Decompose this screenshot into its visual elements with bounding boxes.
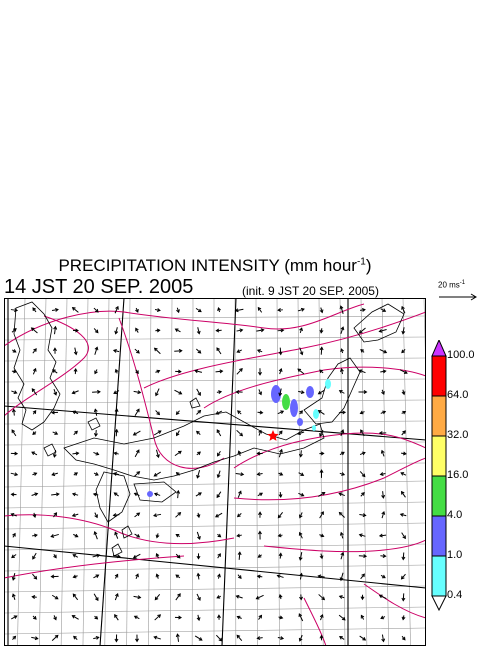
colorbar-label-6: 0.4 — [447, 589, 463, 601]
precip-cell-6 — [297, 418, 303, 426]
precip-cell-4 — [325, 379, 331, 389]
precip-cell-7 — [312, 425, 316, 431]
title-unit-exponent: -1 — [356, 256, 366, 268]
pressure-contours — [4, 303, 426, 646]
colorbar-over-triangle — [431, 340, 447, 357]
colorbar-label-5: 1.0 — [447, 549, 463, 561]
precip-cell-2 — [290, 399, 298, 417]
colorbar-segment-1 — [431, 395, 447, 437]
vector-reference-unit: -1 — [459, 280, 466, 286]
colorbar-label-0: 100.0 — [447, 349, 475, 361]
vector-reference-value: 20 ms — [438, 280, 460, 290]
precipitation-map — [4, 298, 426, 646]
colorbar-segment-2 — [431, 435, 447, 477]
location-marker — [267, 430, 279, 441]
coastlines — [13, 301, 405, 557]
precip-cell-5 — [313, 409, 319, 419]
colorbar-label-2: 32.0 — [447, 429, 469, 441]
title-text: PRECIPITATION INTENSITY (mm hour — [58, 256, 357, 275]
colorbar-label-1: 64.0 — [447, 389, 469, 401]
colorbar-segment-0 — [431, 355, 447, 397]
title-close-paren: ) — [365, 256, 372, 275]
chart-title: PRECIPITATION INTENSITY (mm hour-1) — [0, 256, 430, 276]
lat-lon-grid — [4, 298, 426, 646]
colorbar-label-4: 4.0 — [447, 509, 463, 521]
valid-time: 14 JST 20 SEP. 2005 — [4, 276, 194, 298]
colorbar-label-3: 16.0 — [447, 469, 469, 481]
precip-cell-3 — [306, 386, 314, 398]
init-time: (init. 9 JST 20 SEP. 2005) — [242, 284, 379, 298]
colorbar-segment-4 — [431, 515, 447, 557]
wind-vectors — [10, 305, 408, 643]
precip-cell-8 — [147, 491, 153, 497]
colorbar — [431, 340, 447, 612]
precip-cell-0 — [271, 385, 281, 403]
colorbar-under-triangle — [431, 595, 447, 612]
vector-reference-label: 20 ms-1 — [438, 280, 465, 290]
colorbar-segment-3 — [431, 475, 447, 517]
precipitation-cells — [147, 379, 331, 497]
precip-cell-1 — [282, 394, 290, 410]
vector-reference-arrow — [439, 293, 477, 301]
colorbar-segment-5 — [431, 555, 447, 597]
map-frame — [4, 298, 426, 646]
